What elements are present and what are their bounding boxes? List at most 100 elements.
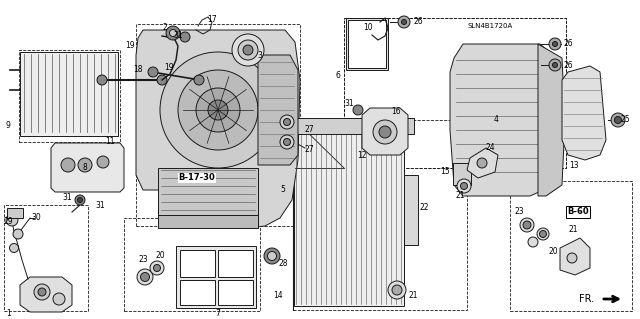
- Circle shape: [392, 285, 402, 295]
- Polygon shape: [467, 148, 498, 178]
- Circle shape: [611, 113, 625, 127]
- Bar: [124, 218, 260, 311]
- Text: 14: 14: [273, 292, 283, 300]
- Circle shape: [461, 182, 467, 189]
- Circle shape: [567, 253, 577, 263]
- Bar: [453, 163, 471, 185]
- Circle shape: [477, 158, 487, 168]
- Circle shape: [166, 26, 180, 40]
- Text: 10: 10: [363, 24, 373, 33]
- Text: 7: 7: [216, 308, 220, 317]
- Circle shape: [61, 158, 75, 172]
- Bar: [180, 250, 215, 277]
- Bar: [136, 24, 300, 226]
- Circle shape: [268, 251, 276, 261]
- Text: 19: 19: [125, 41, 135, 49]
- Bar: [346, 18, 388, 70]
- Text: 31: 31: [62, 192, 72, 202]
- Circle shape: [520, 218, 534, 232]
- Bar: [294, 126, 404, 306]
- Circle shape: [552, 41, 557, 47]
- Circle shape: [232, 34, 264, 66]
- Circle shape: [549, 38, 561, 50]
- Text: 2: 2: [163, 24, 168, 33]
- Text: 16: 16: [391, 108, 401, 116]
- Circle shape: [284, 138, 291, 145]
- Circle shape: [540, 231, 547, 238]
- Bar: [404, 175, 418, 245]
- Text: SLN4B1720A: SLN4B1720A: [467, 23, 513, 29]
- Circle shape: [280, 115, 294, 129]
- Circle shape: [196, 88, 240, 132]
- Text: 12: 12: [357, 152, 367, 160]
- Bar: [510, 181, 632, 311]
- Text: 27: 27: [304, 125, 314, 135]
- Circle shape: [549, 59, 561, 71]
- Circle shape: [280, 135, 294, 149]
- Polygon shape: [362, 108, 408, 155]
- Text: 19: 19: [164, 63, 174, 72]
- Polygon shape: [258, 55, 298, 165]
- Text: 26: 26: [563, 61, 573, 70]
- Text: 9: 9: [6, 121, 10, 130]
- Circle shape: [552, 63, 557, 68]
- Polygon shape: [560, 238, 590, 275]
- Polygon shape: [20, 277, 72, 312]
- Circle shape: [38, 288, 46, 296]
- Circle shape: [160, 52, 276, 168]
- Text: 23: 23: [138, 256, 148, 264]
- Circle shape: [178, 70, 258, 150]
- Circle shape: [75, 195, 85, 205]
- Text: 26: 26: [413, 18, 423, 26]
- Text: 30: 30: [31, 213, 41, 222]
- Text: B-17-30: B-17-30: [179, 174, 216, 182]
- Polygon shape: [538, 44, 565, 196]
- Circle shape: [150, 261, 164, 275]
- Text: 23: 23: [514, 207, 524, 217]
- Circle shape: [398, 16, 410, 28]
- Text: B-60: B-60: [567, 207, 589, 217]
- Text: 11: 11: [105, 137, 115, 146]
- Bar: [344, 18, 566, 168]
- Circle shape: [523, 221, 531, 229]
- Bar: [344, 18, 566, 168]
- Text: 22: 22: [419, 204, 429, 212]
- Circle shape: [180, 32, 190, 42]
- Circle shape: [238, 40, 258, 60]
- Circle shape: [379, 126, 391, 138]
- Text: 13: 13: [569, 160, 579, 169]
- Circle shape: [148, 67, 158, 77]
- Text: 21: 21: [455, 191, 465, 201]
- Circle shape: [157, 75, 167, 85]
- Circle shape: [137, 269, 153, 285]
- Circle shape: [97, 75, 107, 85]
- Circle shape: [243, 45, 253, 55]
- Bar: [7, 208, 23, 218]
- Text: 26: 26: [563, 40, 573, 48]
- Circle shape: [614, 116, 621, 123]
- Polygon shape: [136, 30, 300, 228]
- Circle shape: [537, 228, 549, 240]
- Bar: [4, 205, 88, 311]
- Text: 20: 20: [548, 247, 558, 256]
- Bar: [218, 280, 253, 305]
- Text: 6: 6: [335, 70, 340, 79]
- Bar: [158, 168, 258, 216]
- Circle shape: [170, 29, 177, 36]
- Text: 15: 15: [440, 167, 450, 176]
- Text: 21: 21: [568, 226, 578, 234]
- Text: FR.: FR.: [579, 294, 594, 304]
- Bar: [218, 250, 253, 277]
- Text: 4: 4: [493, 115, 499, 124]
- Text: 29: 29: [3, 218, 13, 226]
- Circle shape: [97, 156, 109, 168]
- Bar: [20, 52, 118, 136]
- Text: 3: 3: [257, 50, 262, 60]
- Circle shape: [401, 19, 406, 25]
- Text: 8: 8: [83, 164, 88, 173]
- Polygon shape: [450, 44, 562, 196]
- Bar: [180, 280, 215, 305]
- Text: 31: 31: [344, 100, 354, 108]
- Circle shape: [77, 197, 83, 203]
- Circle shape: [284, 118, 291, 125]
